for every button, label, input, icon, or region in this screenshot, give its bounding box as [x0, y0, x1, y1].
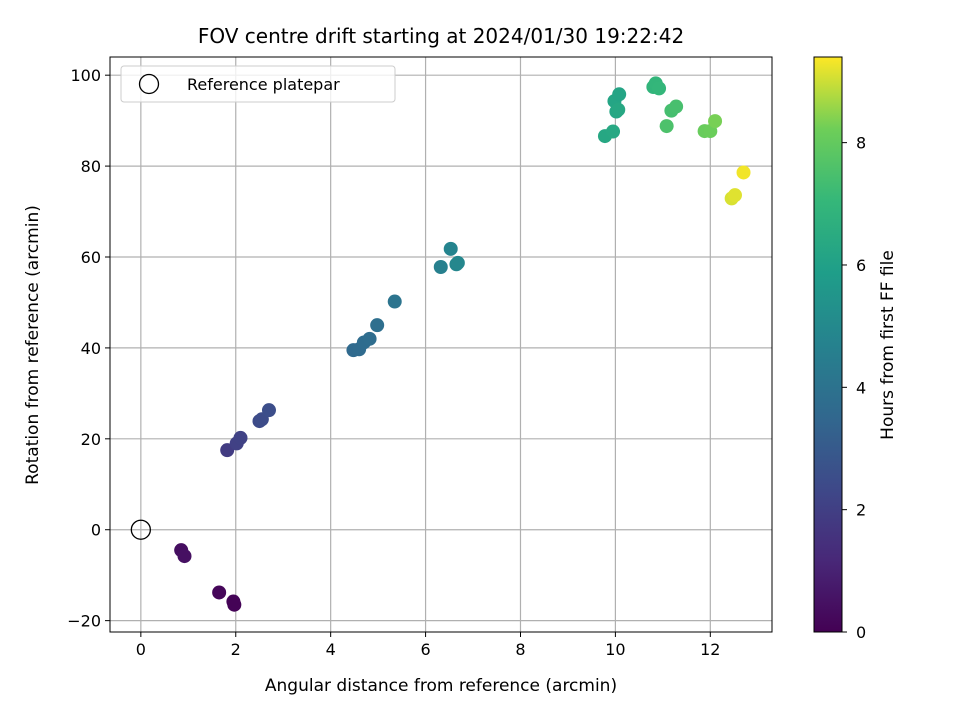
data-point: [708, 114, 723, 129]
data-point: [212, 585, 227, 600]
colorbar-gradient: [813, 56, 843, 633]
colorbar-tick-label: 4: [856, 378, 866, 397]
data-point: [450, 255, 465, 270]
data-point: [387, 294, 402, 309]
data-point: [659, 119, 674, 134]
colorbar-ticks: 0 2 4 6 8: [842, 134, 866, 642]
data-point: [227, 597, 242, 612]
data-point: [233, 430, 248, 445]
data-point: [606, 124, 621, 139]
x-tick-label: 2: [231, 640, 241, 659]
colorbar-tick-label: 0: [856, 623, 866, 642]
colorbar-label: Hours from first FF file: [878, 250, 898, 440]
y-axis-label: Rotation from reference (arcmin): [23, 205, 43, 485]
x-tick-label: 0: [136, 640, 146, 659]
colorbar-tick-label: 2: [856, 501, 866, 520]
data-point: [652, 81, 667, 96]
y-tick-label: 0: [91, 521, 101, 540]
data-point: [727, 188, 742, 203]
chart-title: FOV centre drift starting at 2024/01/30 …: [198, 24, 684, 48]
legend-box: [120, 65, 396, 103]
y-tick-label: 40: [81, 339, 101, 358]
legend-label-reference: Reference platepar: [187, 75, 340, 94]
data-point: [362, 331, 377, 346]
y-tick-label: 100: [70, 66, 101, 85]
y-tick-label: 80: [81, 157, 101, 176]
data-point: [736, 165, 751, 180]
x-ticks: 0 2 4 6 8 10 12: [136, 632, 720, 659]
x-tick-label: 4: [326, 640, 336, 659]
data-point: [177, 549, 192, 564]
colorbar-tick-label: 6: [856, 256, 866, 275]
reference-platepar-marker: [130, 519, 151, 540]
x-tick-label: 10: [605, 640, 625, 659]
y-tick-label: −20: [67, 612, 101, 631]
data-point: [370, 318, 385, 333]
y-tick-label: 20: [81, 430, 101, 449]
x-axis-label: Angular distance from reference (arcmin): [265, 676, 617, 696]
y-tick-label: 60: [81, 248, 101, 267]
legend: Reference platepar: [120, 65, 396, 103]
x-tick-label: 8: [515, 640, 525, 659]
data-point: [443, 241, 458, 256]
data-point: [433, 260, 448, 274]
plot-frame: [109, 56, 773, 633]
colorbar: 0 2 4 6 8 Hours from first FF file: [813, 56, 898, 642]
data-points: [130, 76, 751, 612]
data-point: [611, 102, 626, 117]
x-tick-label: 12: [700, 640, 720, 659]
colorbar-tick-label: 8: [856, 134, 866, 153]
grid-lines: [110, 57, 772, 632]
legend-marker-reference: [138, 73, 160, 95]
x-tick-label: 6: [420, 640, 430, 659]
data-point: [261, 403, 276, 418]
data-point: [669, 99, 684, 114]
data-point: [612, 87, 627, 102]
y-ticks: −20 0 20 40 60 80 100: [67, 66, 110, 631]
